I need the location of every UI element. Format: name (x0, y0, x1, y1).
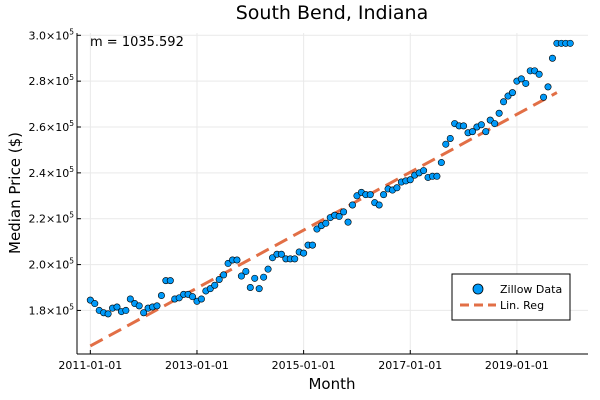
regression-line (89, 91, 558, 348)
data-point (500, 98, 508, 106)
data-point (491, 120, 499, 128)
data-point (535, 70, 543, 78)
data-point (344, 218, 352, 226)
data-point (251, 274, 259, 282)
data-point (113, 303, 121, 311)
data-point (246, 284, 254, 292)
data-point (300, 249, 308, 257)
y-tick-label: 3.0×105 (29, 27, 75, 42)
data-point (264, 265, 272, 273)
data-point (126, 295, 134, 303)
x-axis-label: Month (308, 375, 355, 393)
data-point (211, 281, 219, 289)
data-point (437, 159, 445, 167)
legend-label-zillow: Zillow Data (500, 283, 562, 296)
data-point (348, 201, 356, 209)
data-point (233, 256, 241, 264)
data-point (220, 271, 228, 279)
slope-annotation: m = 1035.592 (90, 35, 184, 50)
data-points (86, 39, 574, 318)
y-tick-label: 1.8×105 (29, 302, 75, 317)
data-point (157, 292, 165, 300)
legend: Zillow Data Lin. Reg (451, 273, 571, 321)
data-point (366, 191, 374, 199)
data-point (442, 140, 450, 148)
data-point (135, 302, 143, 310)
data-point (153, 302, 161, 310)
data-point (522, 79, 530, 87)
axes (76, 33, 588, 355)
data-point (322, 219, 330, 227)
data-point (166, 277, 174, 285)
data-point (477, 121, 485, 129)
data-point (340, 208, 348, 216)
data-point (495, 109, 503, 117)
data-point (380, 191, 388, 199)
x-tick-label: 2011-01-01 (58, 359, 122, 372)
y-axis-label: Median Price ($) (6, 132, 24, 254)
data-point (197, 295, 205, 303)
x-tick-label: 2019-01-01 (485, 359, 549, 372)
tick-labels: 2011-01-01 2013-01-01 2015-01-01 2017-01-01… (29, 27, 549, 372)
data-point (189, 293, 197, 301)
y-tick-label: 2.4×105 (29, 165, 75, 180)
regression-line-group (89, 91, 558, 348)
x-tick-label: 2015-01-01 (272, 359, 336, 372)
data-point (446, 134, 454, 142)
y-tick-label: 2.8×105 (29, 73, 75, 88)
data-point (420, 167, 428, 175)
y-tick-label: 2.6×105 (29, 119, 75, 134)
data-point (260, 273, 268, 281)
data-point (140, 309, 148, 317)
data-point (277, 250, 285, 258)
data-point (91, 300, 99, 308)
data-point (517, 75, 525, 83)
data-point (393, 184, 401, 192)
data-point (309, 241, 317, 249)
data-point (104, 310, 112, 318)
x-tick-label: 2017-01-01 (378, 359, 442, 372)
data-point (548, 54, 556, 62)
data-point (566, 39, 574, 47)
data-point (406, 176, 414, 184)
data-point (375, 201, 383, 209)
data-point (508, 89, 516, 97)
data-point (468, 128, 476, 136)
legend-box (451, 273, 571, 321)
data-point (540, 93, 548, 101)
y-tick-label: 2.2×105 (29, 211, 75, 226)
x-tick-label: 2013-01-01 (165, 359, 229, 372)
data-point (255, 285, 263, 293)
data-point (237, 272, 245, 280)
y-tick-label: 2.0×105 (29, 257, 75, 272)
data-point (482, 128, 490, 136)
data-point (215, 275, 223, 283)
legend-label-linreg: Lin. Reg (500, 299, 544, 312)
legend-marker-zillow (472, 283, 484, 295)
data-point (122, 306, 130, 314)
chart-title: South Bend, Indiana (236, 2, 428, 24)
data-point (335, 212, 343, 220)
data-point (291, 255, 299, 263)
data-point (544, 83, 552, 91)
data-point (460, 122, 468, 130)
data-point (433, 172, 441, 180)
data-point (242, 267, 250, 275)
grid (77, 33, 588, 354)
